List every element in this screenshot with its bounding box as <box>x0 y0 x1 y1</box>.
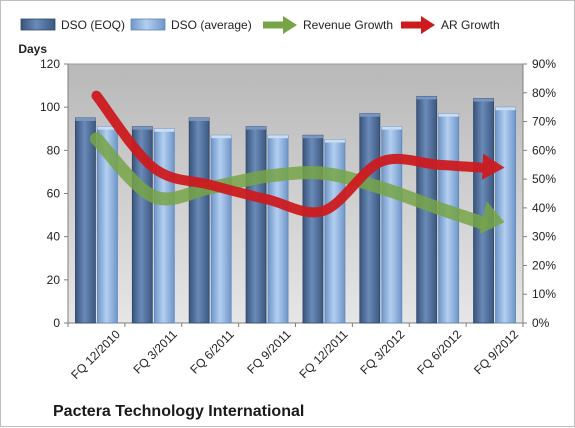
bar-top <box>359 113 380 117</box>
bar-top <box>438 113 459 117</box>
bar-top <box>473 98 494 102</box>
x-tick-label: FQ 12/2011 <box>296 327 350 381</box>
y-axis-title: Days <box>18 42 47 56</box>
x-tick-label: FQ 9/2012 <box>471 327 521 377</box>
legend-label: DSO (average) <box>171 18 252 32</box>
x-tick-label: FQ 6/2011 <box>187 327 237 377</box>
legend-arrow-head <box>421 16 435 34</box>
bar <box>153 128 175 324</box>
bar-top <box>246 126 267 130</box>
y2-tick-label: 10% <box>532 287 556 301</box>
revenue-growth-line <box>89 132 488 229</box>
x-tick-label: FQ 6/2012 <box>414 327 464 377</box>
bar <box>495 106 516 324</box>
ar-growth-arrowhead <box>482 153 505 180</box>
bar-top <box>189 117 210 121</box>
y2-tick-label: 0% <box>532 316 550 330</box>
bar-top <box>211 135 232 139</box>
revenue-growth-arrowhead <box>479 201 505 235</box>
legend-label: AR Growth <box>441 18 500 32</box>
x-tick-label: FQ 3/2011 <box>131 327 181 377</box>
y-tick-label: 100 <box>40 100 60 114</box>
x-tick-label: FQ 9/2011 <box>244 327 294 377</box>
y2-tick-label: 50% <box>532 172 556 186</box>
x-tick-label: FQ 3/2012 <box>357 327 407 377</box>
bar-top <box>97 126 118 130</box>
y2-tick-label: 80% <box>532 86 556 100</box>
bar-top <box>75 117 96 121</box>
bar <box>359 113 381 324</box>
bar-top <box>302 135 323 139</box>
bar-top <box>154 128 175 132</box>
legend: DSO (EOQ) DSO (average) Revenue Growth AR G… <box>20 16 500 34</box>
bar-top <box>416 96 437 100</box>
y2-tick-label: 20% <box>532 258 556 272</box>
y-tick-label: 60 <box>47 187 61 201</box>
bar <box>302 134 324 324</box>
y2-tick-label: 70% <box>532 115 556 129</box>
y2-tick-label: 60% <box>532 143 556 157</box>
y-tick-label: 20 <box>47 273 61 287</box>
ar-growth-line <box>91 90 486 218</box>
y-tick-label: 40 <box>47 230 61 244</box>
bar-top <box>324 139 345 143</box>
bar <box>267 134 289 324</box>
legend-label: Revenue Growth <box>303 18 393 32</box>
legend-label: DSO (EOQ) <box>61 18 125 32</box>
bar <box>324 139 346 324</box>
bar-top <box>132 126 153 130</box>
y-tick-label: 120 <box>40 57 60 71</box>
y2-tick-label: 40% <box>532 201 556 215</box>
bar <box>75 117 96 324</box>
bar <box>188 117 210 324</box>
legend-swatch <box>130 18 166 31</box>
legend-swatch <box>20 18 56 31</box>
chart-title: Pactera Technology International <box>53 403 304 420</box>
bar-top <box>495 107 516 111</box>
bar-top <box>381 126 402 130</box>
bar <box>245 126 267 324</box>
y2-tick-label: 90% <box>532 57 556 71</box>
y2-tick-label: 30% <box>532 230 556 244</box>
bar <box>210 134 232 324</box>
y-tick-label: 80 <box>47 143 61 157</box>
legend-arrow-head <box>283 16 297 34</box>
x-tick-label: FQ 12/2010 <box>68 327 123 382</box>
bar-top <box>268 135 289 139</box>
y-tick-label: 0 <box>53 316 60 330</box>
